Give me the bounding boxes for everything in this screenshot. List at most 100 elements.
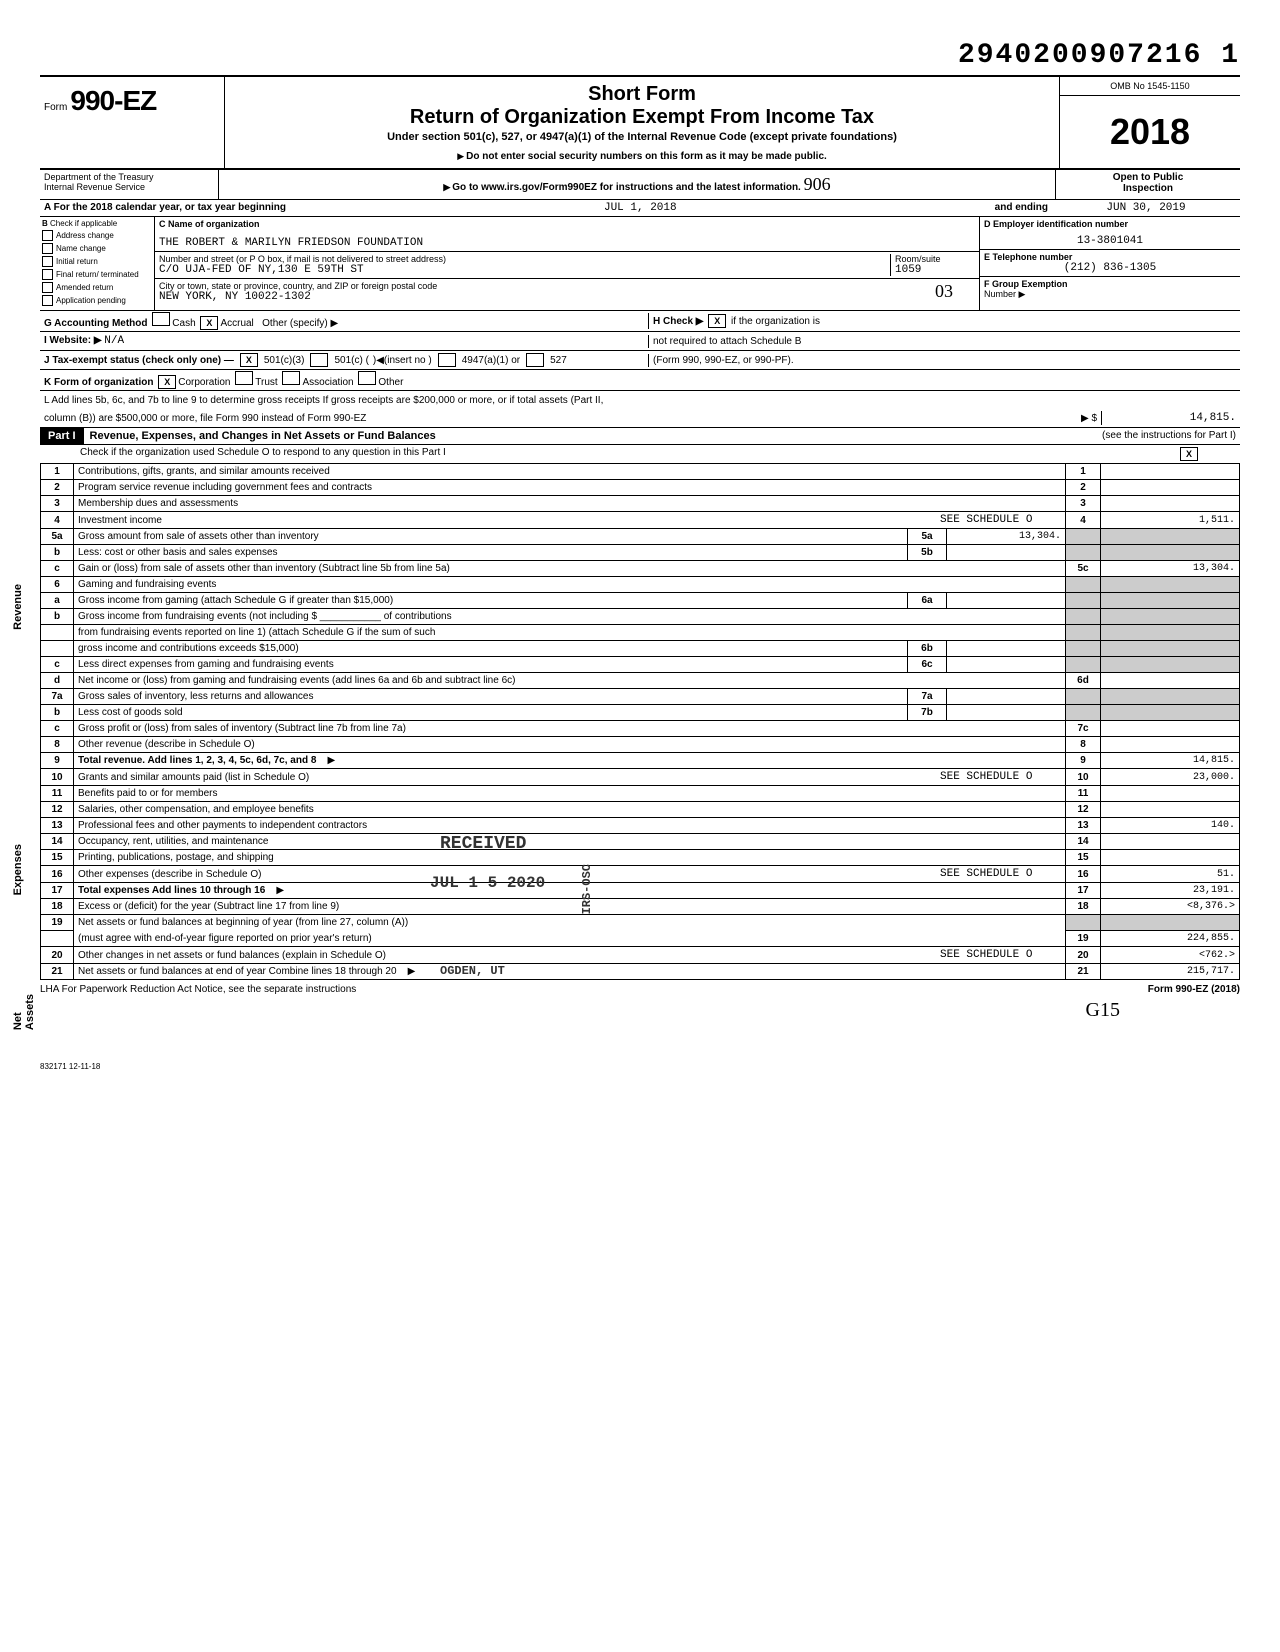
chk-501c3[interactable]: X [240, 353, 258, 367]
chk-application-pending[interactable] [42, 295, 53, 306]
part1-title: Revenue, Expenses, and Changes in Net As… [84, 428, 1099, 444]
handwritten-906: 906 [804, 174, 831, 195]
return-title: Return of Organization Exempt From Incom… [233, 106, 1051, 129]
line-6b-desc2: from fundraising events reported on line… [74, 625, 1066, 641]
line-20-note: SEE SCHEDULE O [908, 947, 1066, 964]
l-arrow: ▶ $ [1077, 412, 1101, 425]
row-a-label: A For the 2018 calendar year, or tax yea… [44, 202, 286, 213]
handwritten-03: 03 [935, 281, 975, 303]
line-6c-desc: Less direct expenses from gaming and fun… [74, 657, 908, 673]
form-header: Form 990-EZ Short Form Return of Organiz… [40, 75, 1240, 170]
l-label2: column (B)) are $500,000 or more, file F… [40, 412, 1077, 425]
lbl-initial-return: Initial return [56, 257, 98, 266]
line-18-val: <8,376.> [1101, 899, 1240, 915]
irs-label: Internal Revenue Service [44, 182, 214, 192]
form-number: 990-EZ [70, 85, 156, 116]
line-15-desc: Printing, publications, postage, and shi… [74, 850, 1066, 866]
line-6-desc: Gaming and fundraising events [74, 577, 1066, 593]
line-1-val [1101, 464, 1240, 480]
j-label: J Tax-exempt status (check only one) — [44, 355, 234, 366]
website-value: N/A [104, 335, 124, 347]
line-7c-desc: Gross profit or (loss) from sales of inv… [74, 721, 1066, 737]
city-value: NEW YORK, NY 10022-1302 [159, 291, 935, 303]
ein-value: 13-3801041 [984, 235, 1236, 247]
line-6a-desc: Gross income from gaming (attach Schedul… [74, 593, 908, 609]
lbl-corp: Corporation [178, 377, 230, 388]
line-19a-desc: Net assets or fund balances at beginning… [74, 915, 1066, 931]
line-10-val: 23,000. [1101, 769, 1240, 786]
vert-netassets: Net Assets [12, 994, 36, 1030]
chk-assoc[interactable] [282, 371, 300, 385]
tax-year: 2018 [1060, 96, 1240, 168]
chk-final-return[interactable] [42, 269, 53, 280]
line-3-desc: Membership dues and assessments [74, 496, 1066, 512]
chk-other-org[interactable] [358, 371, 376, 385]
vert-expenses: Expenses [12, 844, 24, 895]
line-5c-desc: Gain or (loss) from sale of assets other… [74, 561, 1066, 577]
h-tail: if the organization is [731, 316, 820, 327]
k-label: K Form of organization [44, 377, 153, 388]
chk-schedule-o[interactable]: X [1180, 447, 1198, 461]
chk-cash[interactable] [152, 312, 170, 326]
lbl-final-return: Final return/ terminated [56, 270, 139, 279]
lines-table: 1Contributions, gifts, grants, and simil… [40, 464, 1240, 980]
chk-501c[interactable] [310, 353, 328, 367]
line-20-desc: Other changes in net assets or fund bala… [74, 947, 908, 964]
line-4-val: 1,511. [1101, 512, 1240, 529]
l-label: L Add lines 5b, 6c, and 7b to line 9 to … [40, 394, 607, 407]
lbl-other-method: Other (specify) ▶ [262, 318, 338, 329]
and-ending: and ending [995, 202, 1048, 213]
g-label: G Accounting Method [44, 318, 148, 329]
h-label: H Check ▶ [653, 316, 703, 327]
line-2-desc: Program service revenue including govern… [74, 480, 1066, 496]
form-id-box: Form 990-EZ [40, 77, 225, 168]
chk-h[interactable]: X [708, 314, 726, 328]
footer-code: 832171 12-11-18 [40, 1062, 1240, 1071]
line-10-note: SEE SCHEDULE O [908, 769, 1066, 786]
line-4-desc: Investment income [74, 512, 908, 529]
line-16-note: SEE SCHEDULE O [908, 866, 1066, 883]
line-5b-desc: Less: cost or other basis and sales expe… [74, 545, 908, 561]
line-2-val [1101, 480, 1240, 496]
line-6d-desc: Net income or (loss) from gaming and fun… [74, 673, 1066, 689]
f-number-label: Number ▶ [984, 289, 1236, 300]
check-if-label: Check if applicable [50, 219, 117, 228]
line-11-desc: Benefits paid to or for members [74, 786, 1066, 802]
lbl-cash: Cash [172, 318, 195, 329]
chk-address-change[interactable] [42, 230, 53, 241]
line-13-val: 140. [1101, 818, 1240, 834]
line-5a-val: 13,304. [947, 529, 1066, 545]
line-6d-val [1101, 673, 1240, 689]
chk-527[interactable] [526, 353, 544, 367]
e-phone-label: E Telephone number [984, 252, 1072, 262]
year-end: JUN 30, 2019 [1052, 200, 1240, 216]
scan-number: 2940200907216 1 [40, 40, 1240, 71]
room-label: Room/suite [895, 254, 975, 264]
footer-form: Form 990-EZ (2018) [1148, 984, 1240, 995]
open-public-2: Inspection [1058, 183, 1238, 194]
chk-trust[interactable] [235, 371, 253, 385]
line-3-val [1101, 496, 1240, 512]
chk-corp[interactable]: X [158, 375, 176, 389]
chk-accrual[interactable]: X [200, 316, 218, 330]
line-6a-val [947, 593, 1066, 609]
line-17-val: 23,191. [1101, 883, 1240, 899]
footer-lha: LHA For Paperwork Reduction Act Notice, … [40, 984, 356, 995]
part1-label: Part I [40, 428, 84, 444]
room-value: 1059 [895, 264, 975, 276]
b-label: B [42, 219, 48, 228]
ssn-warning: Do not enter social security numbers on … [233, 151, 1051, 162]
chk-initial-return[interactable] [42, 256, 53, 267]
chk-amended[interactable] [42, 282, 53, 293]
street-value: C/O UJA-FED OF NY,130 E 59TH ST [159, 264, 890, 276]
part1-check-text: Check if the organization used Schedule … [80, 447, 446, 461]
line-16-desc: Other expenses (describe in Schedule O) [74, 866, 908, 883]
d-ein-label: D Employer identification number [984, 219, 1128, 229]
handwritten-g15: G15 [40, 999, 1240, 1022]
c-label: C Name of organization [159, 219, 260, 229]
line-5c-val: 13,304. [1101, 561, 1240, 577]
chk-4947[interactable] [438, 353, 456, 367]
omb-number: OMB No 1545-1150 [1060, 77, 1240, 96]
form-prefix: Form [44, 102, 67, 113]
chk-name-change[interactable] [42, 243, 53, 254]
